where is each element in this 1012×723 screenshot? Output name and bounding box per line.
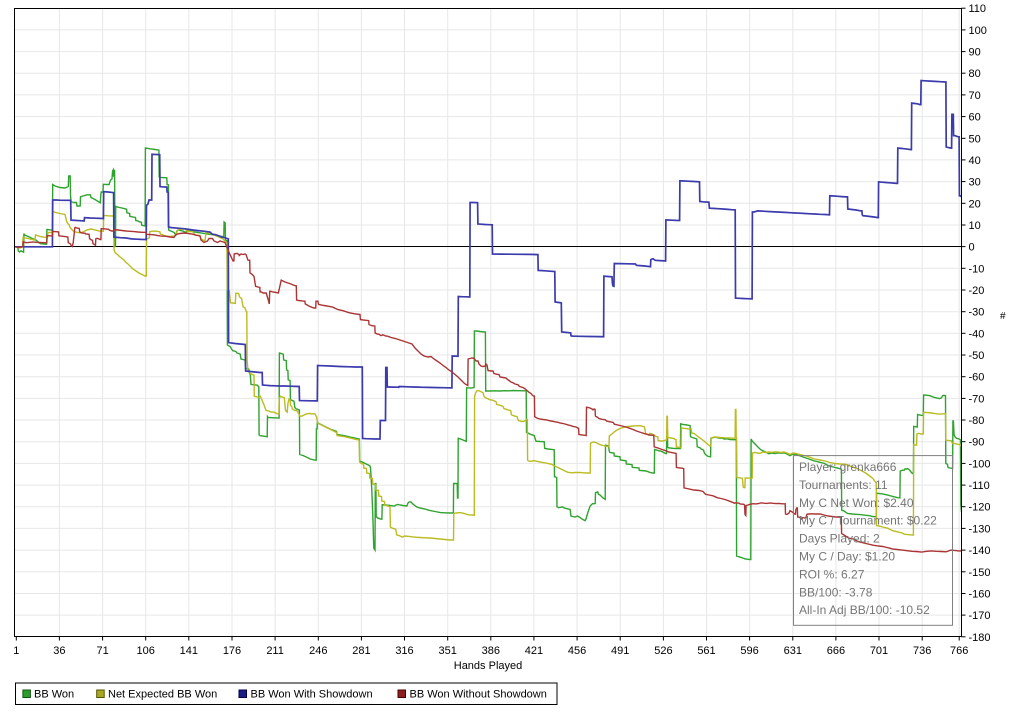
svg-text:526: 526 xyxy=(654,645,672,657)
svg-text:456: 456 xyxy=(568,645,586,657)
svg-text:40: 40 xyxy=(969,155,981,167)
svg-text:BB Won: BB Won xyxy=(34,689,74,701)
svg-text:Player: grenka666: Player: grenka666 xyxy=(799,460,897,474)
svg-text:386: 386 xyxy=(482,645,500,657)
svg-text:-100: -100 xyxy=(969,458,991,470)
svg-text:701: 701 xyxy=(870,645,888,657)
svg-text:BB Won With Showdown: BB Won With Showdown xyxy=(251,689,373,701)
svg-text:666: 666 xyxy=(827,645,845,657)
svg-text:20: 20 xyxy=(969,198,981,210)
svg-text:-160: -160 xyxy=(969,589,991,601)
svg-text:ROI %: 6.27: ROI %: 6.27 xyxy=(799,567,865,581)
svg-text:176: 176 xyxy=(223,645,241,657)
svg-text:-20: -20 xyxy=(969,285,985,297)
svg-text:50: 50 xyxy=(969,133,981,145)
svg-text:70: 70 xyxy=(969,90,981,102)
svg-text:My C / Tournament: $0.22: My C / Tournament: $0.22 xyxy=(799,514,937,528)
svg-text:Net Expected BB Won: Net Expected BB Won xyxy=(108,689,217,701)
svg-text:-90: -90 xyxy=(969,437,985,449)
svg-text:100: 100 xyxy=(969,25,987,37)
svg-text:My C / Day: $1.20: My C / Day: $1.20 xyxy=(799,550,895,564)
svg-text:110: 110 xyxy=(969,3,987,15)
svg-text:36: 36 xyxy=(53,645,65,657)
svg-text:631: 631 xyxy=(784,645,802,657)
svg-text:-170: -170 xyxy=(969,610,991,622)
svg-text:316: 316 xyxy=(395,645,413,657)
svg-text:BB Won Without Showdown: BB Won Without Showdown xyxy=(410,689,547,701)
svg-text:766: 766 xyxy=(950,645,968,657)
svg-text:421: 421 xyxy=(525,645,543,657)
svg-text:80: 80 xyxy=(969,68,981,80)
svg-text:Days Played: 2: Days Played: 2 xyxy=(799,532,880,546)
svg-text:60: 60 xyxy=(969,112,981,124)
svg-text:-130: -130 xyxy=(969,523,991,535)
svg-text:#: # xyxy=(1000,311,1006,322)
svg-text:-70: -70 xyxy=(969,393,985,405)
svg-text:Hands Played: Hands Played xyxy=(454,660,523,672)
svg-text:-30: -30 xyxy=(969,307,985,319)
svg-text:10: 10 xyxy=(969,220,981,232)
svg-text:141: 141 xyxy=(180,645,198,657)
svg-text:351: 351 xyxy=(439,645,457,657)
svg-text:-80: -80 xyxy=(969,415,985,427)
svg-text:-60: -60 xyxy=(969,372,985,384)
svg-text:My C Net Won: $2.40: My C Net Won: $2.40 xyxy=(799,496,914,510)
svg-text:596: 596 xyxy=(740,645,758,657)
svg-text:Tournaments: 11: Tournaments: 11 xyxy=(799,478,888,492)
svg-text:30: 30 xyxy=(969,177,981,189)
svg-text:491: 491 xyxy=(611,645,629,657)
svg-text:90: 90 xyxy=(969,47,981,59)
svg-text:561: 561 xyxy=(697,645,715,657)
svg-text:-50: -50 xyxy=(969,350,985,362)
svg-text:106: 106 xyxy=(137,645,155,657)
svg-text:1: 1 xyxy=(13,645,19,657)
svg-text:211: 211 xyxy=(266,645,284,657)
svg-text:-140: -140 xyxy=(969,545,991,557)
svg-text:-10: -10 xyxy=(969,263,985,275)
svg-text:-180: -180 xyxy=(969,632,991,644)
svg-text:0: 0 xyxy=(969,242,975,254)
svg-text:281: 281 xyxy=(352,645,370,657)
svg-text:-120: -120 xyxy=(969,502,991,514)
svg-text:246: 246 xyxy=(309,645,327,657)
svg-text:71: 71 xyxy=(96,645,108,657)
svg-text:BB/100: -3.78: BB/100: -3.78 xyxy=(799,585,873,599)
svg-text:-40: -40 xyxy=(969,328,985,340)
svg-text:736: 736 xyxy=(913,645,931,657)
svg-text:-150: -150 xyxy=(969,567,991,579)
svg-text:-110: -110 xyxy=(969,480,990,492)
svg-text:All-In Adj BB/100: -10.52: All-In Adj BB/100: -10.52 xyxy=(799,603,930,617)
